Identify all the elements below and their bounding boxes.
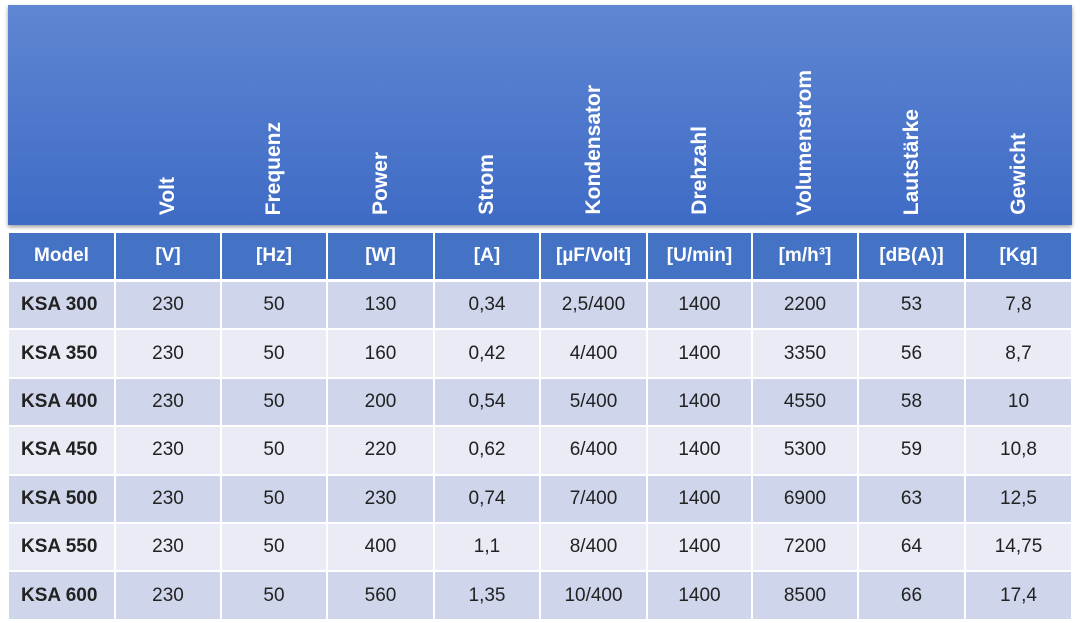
table-cell: 1400	[648, 427, 751, 474]
table-cell: 63	[859, 475, 964, 522]
column-title: Gewicht	[1006, 133, 1030, 215]
table-cell: 1400	[648, 330, 751, 377]
table-cell: 230	[116, 427, 220, 474]
column-title: Drehzahl	[687, 126, 711, 215]
table-cell: 3350	[753, 330, 857, 377]
table-cell: 12,5	[966, 475, 1071, 522]
table-cell: 0,42	[435, 330, 539, 377]
table-cell: 0,74	[435, 475, 539, 522]
table-cell: 2,5/400	[541, 282, 646, 329]
table-cell: 50	[222, 524, 326, 571]
column-title: Kondensator	[581, 85, 605, 215]
unit-header: [Kg]	[966, 233, 1071, 279]
table-cell: 17,4	[966, 572, 1071, 619]
table-cell: 50	[222, 427, 326, 474]
unit-header: [m/h³]	[753, 233, 857, 279]
table-cell: 0,54	[435, 378, 539, 426]
table-cell: 0,62	[435, 427, 539, 474]
model-name: KSA 500	[9, 475, 114, 522]
table-cell: 230	[116, 378, 220, 426]
table-cell: 7200	[753, 524, 857, 571]
table-cell: 1400	[648, 282, 751, 329]
table-cell: 6900	[753, 475, 857, 522]
table-cell: 1,35	[435, 572, 539, 619]
model-name: KSA 400	[9, 378, 114, 426]
column-title: Lautstärke	[899, 108, 923, 215]
unit-header: Model	[9, 233, 114, 279]
table-cell: 66	[859, 572, 964, 619]
unit-header: [V]	[116, 233, 220, 279]
table-cell: 50	[222, 572, 326, 619]
table-cell: 230	[116, 330, 220, 377]
header-banner: Volt Frequenz Power Strom Kondensator Drehzah…	[8, 5, 1072, 225]
table-cell: 5300	[753, 427, 857, 474]
model-name: KSA 450	[9, 427, 114, 474]
table-cell: 56	[859, 330, 964, 377]
table-cell: 230	[116, 282, 220, 329]
unit-header: [A]	[435, 233, 539, 279]
table-cell: 50	[222, 330, 326, 377]
column-title: Volumenstrom	[793, 69, 816, 215]
table-cell: 7,8	[966, 282, 1071, 329]
model-name: KSA 600	[9, 572, 114, 619]
unit-header: [W]	[328, 233, 433, 279]
table-cell: 10,8	[966, 427, 1071, 474]
table-cell: 2200	[753, 282, 857, 329]
column-title: Frequenz	[262, 121, 285, 215]
table-cell: 64	[859, 524, 964, 571]
unit-header: [Hz]	[222, 233, 326, 279]
column-title: Strom	[475, 154, 498, 215]
column-title: Power	[368, 151, 392, 215]
table-cell: 230	[116, 572, 220, 619]
table-cell: 50	[222, 475, 326, 522]
table-cell: 1400	[648, 475, 751, 522]
table-cell: 1400	[648, 524, 751, 571]
table-cell: 8,7	[966, 330, 1071, 377]
model-name: KSA 550	[9, 524, 114, 571]
table-cell: 560	[328, 572, 433, 619]
table-cell: 220	[328, 427, 433, 474]
table-cell: 200	[328, 378, 433, 426]
table-cell: 0,34	[435, 282, 539, 329]
table-cell: 10/400	[541, 572, 646, 619]
table-cell: 50	[222, 378, 326, 426]
table-cell: 1400	[648, 378, 751, 426]
table-cell: 58	[859, 378, 964, 426]
table-cell: 59	[859, 427, 964, 474]
table-cell: 10	[966, 378, 1071, 426]
table-cell: 160	[328, 330, 433, 377]
table-cell: 1,1	[435, 524, 539, 571]
table-cell: 53	[859, 282, 964, 329]
table-cell: 230	[116, 475, 220, 522]
unit-header: [µF/Volt]	[541, 233, 646, 279]
table-cell: 230	[328, 475, 433, 522]
model-name: KSA 300	[9, 282, 114, 329]
column-title: Volt	[156, 176, 179, 215]
table-cell: 8500	[753, 572, 857, 619]
table-cell: 400	[328, 524, 433, 571]
table-cell: 50	[222, 282, 326, 329]
table-cell: 130	[328, 282, 433, 329]
unit-header: [U/min]	[648, 233, 751, 279]
table-cell: 4/400	[541, 330, 646, 377]
table-cell: 5/400	[541, 378, 646, 426]
table-cell: 1400	[648, 572, 751, 619]
table-cell: 230	[116, 524, 220, 571]
table-cell: 14,75	[966, 524, 1071, 571]
unit-header: [dB(A)]	[859, 233, 964, 279]
table-cell: 8/400	[541, 524, 646, 571]
table-cell: 7/400	[541, 475, 646, 522]
table-cell: 4550	[753, 378, 857, 426]
table-cell: 6/400	[541, 427, 646, 474]
model-name: KSA 350	[9, 330, 114, 377]
